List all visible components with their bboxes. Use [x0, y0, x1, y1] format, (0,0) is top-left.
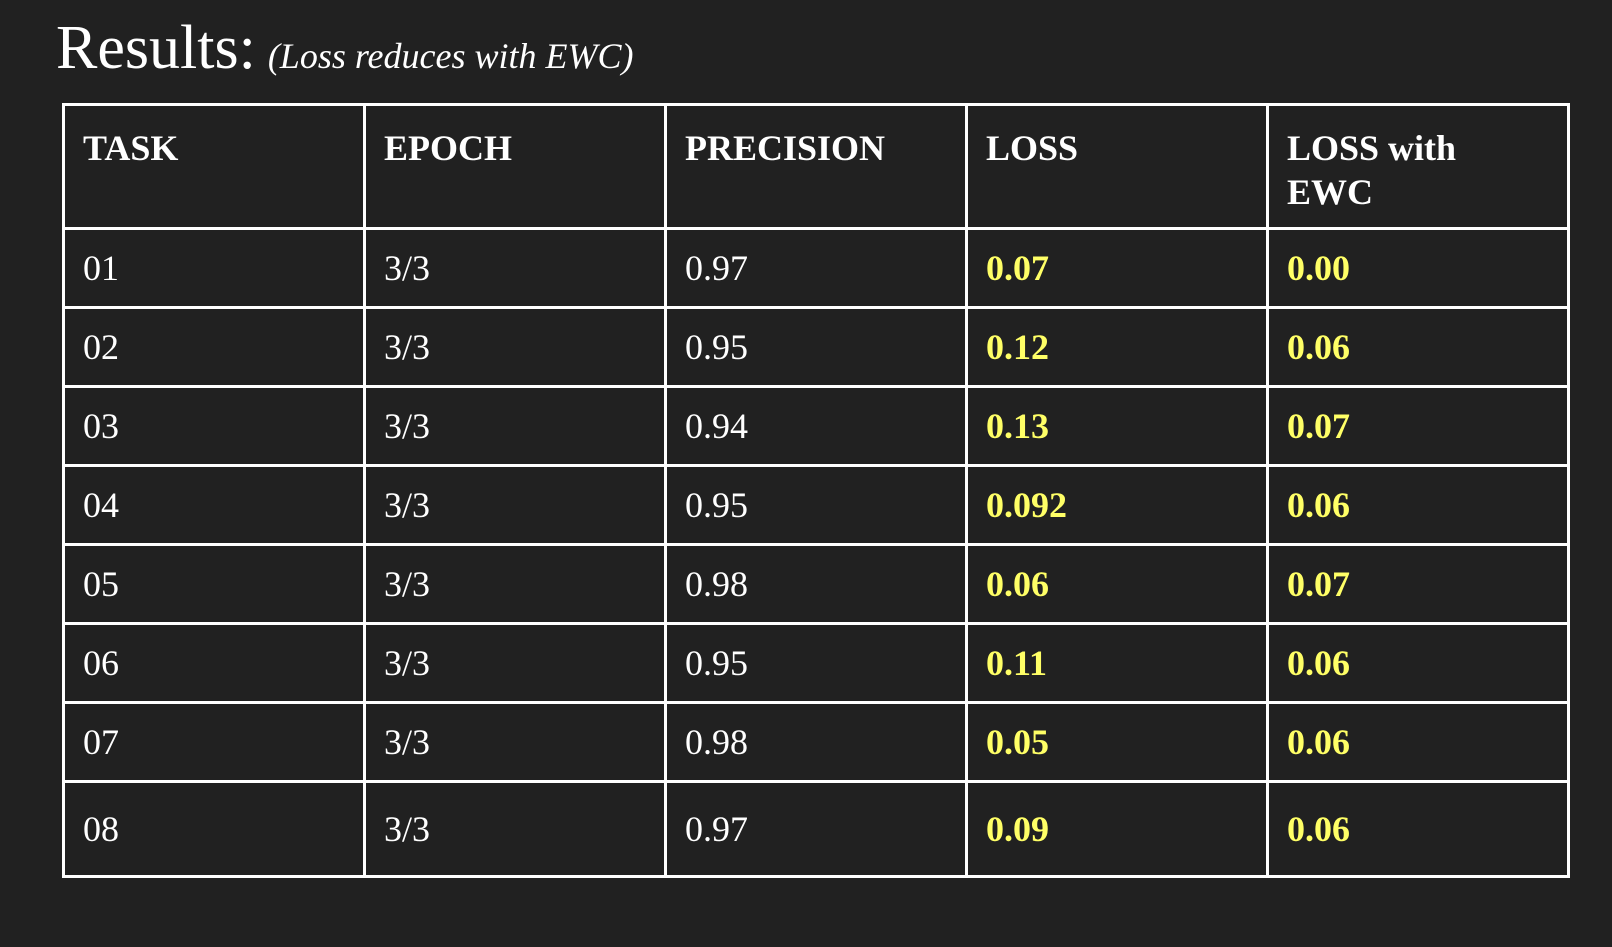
- cell-precision: 0.95: [664, 306, 968, 388]
- table-row: 08 3/3 0.97 0.09 0.06: [62, 780, 1570, 878]
- cell-loss-with-ewc: 0.06: [1266, 306, 1570, 388]
- cell-loss-with-ewc: 0.07: [1266, 543, 1570, 625]
- cell-task: 02: [62, 306, 366, 388]
- cell-task: 04: [62, 464, 366, 546]
- cell-loss: 0.07: [965, 227, 1269, 309]
- cell-loss-with-ewc: 0.06: [1266, 780, 1570, 878]
- cell-loss-with-ewc: 0.00: [1266, 227, 1570, 309]
- cell-epoch: 3/3: [363, 780, 667, 878]
- header-loss: LOSS: [965, 103, 1269, 230]
- title-row: Results: (Loss reduces with EWC): [56, 12, 633, 84]
- header-loss-with-ewc: LOSS with EWC: [1266, 103, 1570, 230]
- header-precision: PRECISION: [664, 103, 968, 230]
- cell-loss: 0.05: [965, 701, 1269, 783]
- cell-task: 06: [62, 622, 366, 704]
- cell-epoch: 3/3: [363, 227, 667, 309]
- cell-loss: 0.13: [965, 385, 1269, 467]
- cell-precision: 0.94: [664, 385, 968, 467]
- page-subtitle: (Loss reduces with EWC): [267, 36, 634, 76]
- cell-epoch: 3/3: [363, 306, 667, 388]
- table-row: 07 3/3 0.98 0.05 0.06: [62, 701, 1570, 783]
- table-row: 03 3/3 0.94 0.13 0.07: [62, 385, 1570, 467]
- cell-task: 07: [62, 701, 366, 783]
- cell-task: 01: [62, 227, 366, 309]
- cell-task: 05: [62, 543, 366, 625]
- cell-precision: 0.95: [664, 622, 968, 704]
- results-table: TASK EPOCH PRECISION LOSS LOSS with EWC …: [62, 103, 1570, 878]
- cell-loss-with-ewc: 0.07: [1266, 385, 1570, 467]
- cell-loss: 0.09: [965, 780, 1269, 878]
- table-row: 01 3/3 0.97 0.07 0.00: [62, 227, 1570, 309]
- cell-epoch: 3/3: [363, 385, 667, 467]
- cell-precision: 0.97: [664, 227, 968, 309]
- table-row: 06 3/3 0.95 0.11 0.06: [62, 622, 1570, 704]
- cell-loss: 0.092: [965, 464, 1269, 546]
- cell-epoch: 3/3: [363, 701, 667, 783]
- header-epoch: EPOCH: [363, 103, 667, 230]
- cell-epoch: 3/3: [363, 464, 667, 546]
- cell-loss: 0.12: [965, 306, 1269, 388]
- table-row: 02 3/3 0.95 0.12 0.06: [62, 306, 1570, 388]
- cell-epoch: 3/3: [363, 543, 667, 625]
- cell-loss: 0.11: [965, 622, 1269, 704]
- cell-epoch: 3/3: [363, 622, 667, 704]
- table-header-row: TASK EPOCH PRECISION LOSS LOSS with EWC: [62, 103, 1570, 230]
- cell-task: 03: [62, 385, 366, 467]
- cell-task: 08: [62, 780, 366, 878]
- page-title: Results:: [56, 14, 256, 82]
- cell-loss-with-ewc: 0.06: [1266, 464, 1570, 546]
- cell-precision: 0.98: [664, 701, 968, 783]
- table-row: 04 3/3 0.95 0.092 0.06: [62, 464, 1570, 546]
- cell-loss: 0.06: [965, 543, 1269, 625]
- cell-loss-with-ewc: 0.06: [1266, 701, 1570, 783]
- table-row: 05 3/3 0.98 0.06 0.07: [62, 543, 1570, 625]
- cell-precision: 0.98: [664, 543, 968, 625]
- cell-precision: 0.97: [664, 780, 968, 878]
- cell-loss-with-ewc: 0.06: [1266, 622, 1570, 704]
- header-task: TASK: [62, 103, 366, 230]
- cell-precision: 0.95: [664, 464, 968, 546]
